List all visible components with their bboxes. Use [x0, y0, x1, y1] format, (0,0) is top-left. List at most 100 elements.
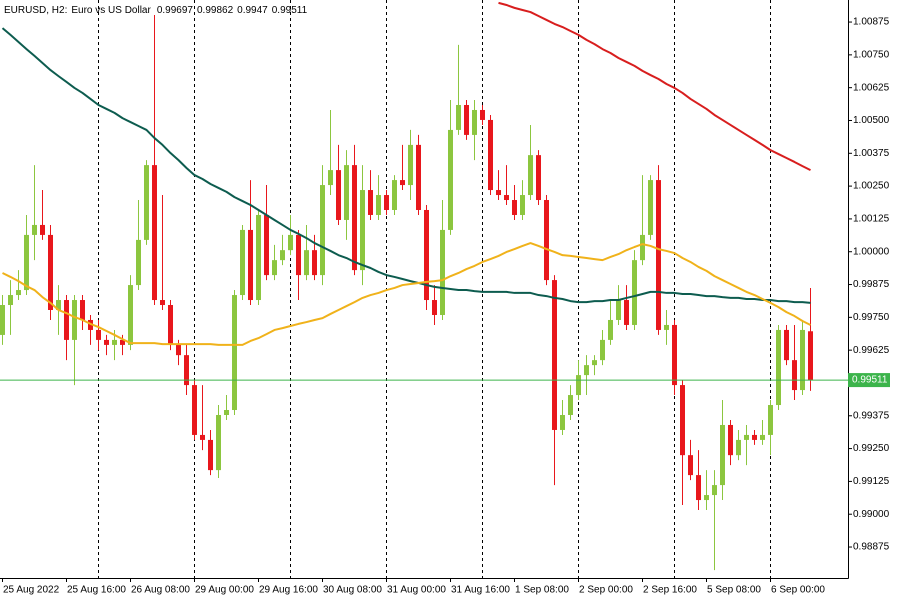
last-price-box: [848, 373, 890, 388]
candle-body: [16, 290, 21, 296]
candle-body: [176, 344, 181, 356]
candle-body: [184, 355, 189, 386]
x-tick-label: 31 Aug 00:00: [387, 585, 446, 596]
candle-body: [624, 300, 629, 325]
moving-average: [498, 1, 811, 171]
x-tick-label: 26 Aug 08:00: [131, 585, 190, 596]
x-tick-label: 29 Aug 00:00: [195, 585, 254, 596]
candle-body: [448, 129, 453, 230]
candle-body: [456, 104, 461, 130]
candle-body: [792, 360, 797, 391]
last-price-label: 0.99511: [852, 375, 888, 386]
candle-body: [480, 109, 485, 120]
y-tick-label: 1.00875: [853, 17, 890, 28]
candle-body: [112, 339, 117, 345]
candle-body: [224, 410, 229, 415]
candle-body: [472, 109, 477, 135]
candle-body: [40, 224, 45, 235]
candle-body: [200, 434, 205, 440]
y-tick-label: 0.99125: [853, 476, 890, 487]
y-tick-label: 1.00750: [853, 50, 890, 61]
x-tick-label: 2 Sep 00:00: [579, 585, 633, 596]
candle-body: [608, 319, 613, 340]
candle-body: [496, 190, 501, 196]
x-tick-label: 2 Sep 16:00: [643, 585, 697, 596]
candle-body: [464, 104, 469, 135]
candle-body: [272, 260, 277, 276]
candle-body: [520, 195, 525, 215]
candle-body: [248, 229, 253, 301]
y-tick-label: 1.00375: [853, 148, 890, 159]
candle-body: [256, 214, 261, 301]
candle-body: [432, 300, 437, 315]
candle-body: [296, 234, 301, 276]
header-high: 0.99862: [197, 5, 234, 16]
candle-body: [216, 414, 221, 471]
candle-body: [304, 250, 309, 276]
candle-body: [328, 170, 333, 186]
candle-body: [400, 180, 405, 186]
candle-body: [688, 455, 693, 476]
candle-body: [728, 424, 733, 456]
candle-body: [568, 395, 573, 415]
x-tick-label: 25 Aug 2022: [3, 585, 60, 596]
y-tick-label: 1.00125: [853, 214, 890, 225]
candle-body: [744, 434, 749, 440]
candle-body: [72, 300, 77, 340]
candle-body: [808, 331, 813, 381]
candle-body: [680, 385, 685, 456]
candle-body: [640, 234, 645, 261]
candle-body: [320, 185, 325, 276]
candle-body: [56, 300, 61, 310]
candle-body: [440, 229, 445, 315]
header-open: 0.99697: [157, 5, 194, 16]
candle-body: [368, 190, 373, 215]
candle-body: [760, 434, 765, 440]
candle-body: [152, 165, 157, 301]
candle-body: [416, 144, 421, 210]
candle-body: [576, 375, 581, 396]
candle-body: [536, 155, 541, 201]
candle-body: [160, 300, 165, 306]
candle-body: [264, 214, 269, 276]
candle-body: [720, 424, 725, 486]
candle-body: [0, 305, 5, 335]
candle-body: [632, 260, 637, 325]
candle-body: [336, 170, 341, 220]
candle-body: [288, 234, 293, 251]
candle-body: [528, 155, 533, 196]
x-tick-label: 6 Sep 00:00: [771, 585, 825, 596]
candle-body: [168, 305, 173, 345]
candle-body: [768, 405, 773, 435]
candle-body: [672, 324, 677, 386]
y-tick-label: 1.00625: [853, 82, 890, 93]
candle-body: [104, 339, 109, 345]
candle-body: [600, 339, 605, 361]
candle-body: [552, 280, 557, 430]
candle-body: [8, 295, 13, 306]
candle-body: [664, 324, 669, 330]
candle-body: [736, 439, 741, 456]
candle-body: [616, 300, 621, 320]
candle-body: [784, 329, 789, 361]
candle-body: [80, 300, 85, 320]
candle-body: [776, 329, 781, 406]
x-tick-label: 29 Aug 16:00: [259, 585, 318, 596]
candle-body: [592, 360, 597, 366]
candle-body: [48, 234, 53, 310]
y-tick-label: 0.99875: [853, 279, 890, 290]
x-tick-label: 30 Aug 08:00: [323, 585, 382, 596]
candle-body: [512, 200, 517, 215]
y-tick-label: 0.99625: [853, 345, 890, 356]
candle-body: [648, 180, 653, 235]
candle-body: [312, 250, 317, 276]
candle-body: [120, 339, 125, 345]
y-tick-label: 0.99750: [853, 312, 890, 323]
candle-body: [24, 234, 29, 291]
candle-body: [144, 165, 149, 240]
candle-body: [488, 119, 493, 191]
candle-body: [136, 239, 141, 286]
candle-body: [704, 495, 709, 501]
candle-body: [360, 190, 365, 271]
